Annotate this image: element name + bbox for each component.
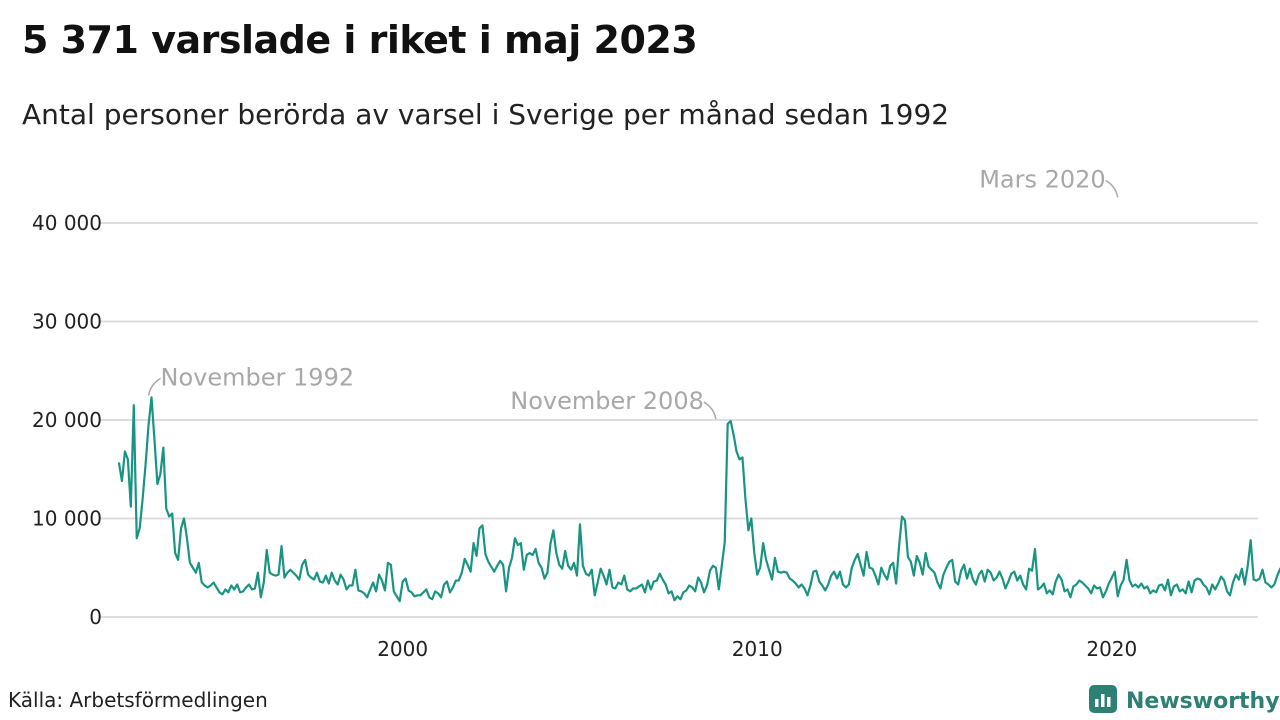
chart-subtitle: Antal personer berörda av varsel i Sveri… <box>22 98 950 131</box>
series-line <box>117 396 1280 603</box>
source-note: Källa: Arbetsförmedlingen <box>8 688 268 712</box>
annotation-label: Mars 2020 <box>979 165 1106 193</box>
annotations: November 1992 November 2008 Mars 2020 <box>147 165 1119 420</box>
brand-logo[interactable]: Newsworthy <box>1088 684 1280 718</box>
y-tick-label: 0 <box>89 605 102 629</box>
y-tick-label: 30 000 <box>32 310 102 334</box>
grid-lines <box>100 222 1258 618</box>
y-tick-label: 20 000 <box>32 408 102 432</box>
newsworthy-logo-icon <box>1088 684 1118 718</box>
y-tick-label: 40 000 <box>32 211 102 235</box>
y-tick-label: 10 000 <box>32 507 102 531</box>
x-tick-label: 2020 <box>1086 637 1137 661</box>
x-axis-ticks: 2000 2010 2020 <box>377 637 1137 661</box>
annotation-label: November 2008 <box>510 387 704 415</box>
x-tick-label: 2010 <box>732 637 783 661</box>
chart-title: 5 371 varslade i riket i maj 2023 <box>22 18 698 62</box>
annotation-connector <box>1105 179 1119 198</box>
annotation-connector <box>703 401 717 420</box>
y-axis-ticks: 0 10 000 20 000 30 000 40 000 <box>32 211 102 629</box>
brand-label: Newsworthy <box>1126 688 1280 714</box>
x-tick-label: 2000 <box>377 637 428 661</box>
annotation-connector <box>147 377 161 396</box>
annotation-label: November 1992 <box>161 363 355 391</box>
